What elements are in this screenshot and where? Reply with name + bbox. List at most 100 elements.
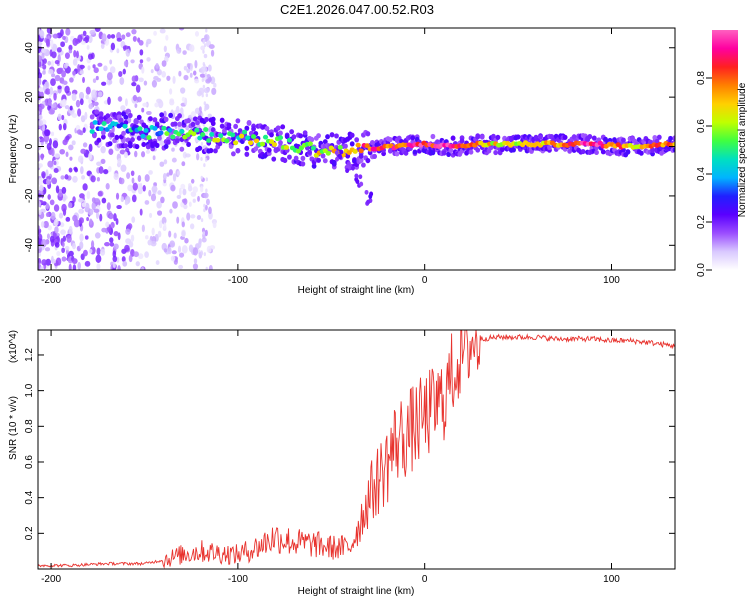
noise-point: [211, 87, 217, 96]
noise-point: [156, 77, 162, 82]
noise-point: [131, 177, 135, 184]
noise-point: [81, 175, 86, 180]
ridge-halo: [298, 133, 304, 139]
noise-point: [181, 230, 186, 238]
noise-point: [71, 93, 77, 102]
ridge-point: [143, 128, 149, 133]
noise-point: [119, 149, 126, 155]
noise-point: [82, 142, 88, 148]
noise-point: [75, 99, 81, 108]
noise-point: [58, 123, 62, 131]
noise-point: [203, 87, 210, 94]
ridge-halo: [275, 125, 281, 131]
noise-point: [206, 245, 212, 253]
noise-point: [169, 99, 175, 106]
ridge-point: [218, 133, 224, 139]
ridge-halo: [591, 135, 597, 141]
noise-point: [176, 194, 182, 199]
noise-point: [59, 222, 65, 228]
noise-point: [42, 70, 46, 75]
noise-point: [107, 166, 112, 173]
noise-point: [107, 34, 112, 40]
ridge-halo: [287, 154, 292, 160]
ridge-halo: [204, 116, 209, 123]
noise-point: [99, 213, 103, 222]
noise-point: [200, 45, 206, 51]
noise-point: [141, 224, 145, 233]
ridge-halo: [547, 144, 552, 151]
ridge-halo: [369, 139, 375, 146]
noise-point: [109, 66, 116, 74]
noise-point: [200, 156, 203, 161]
noise-point: [77, 155, 84, 163]
noise-point: [90, 175, 96, 183]
noise-point: [116, 48, 120, 54]
noise-point: [124, 98, 128, 107]
noise-point: [61, 241, 65, 248]
noise-point: [203, 208, 206, 213]
snr-line: [37, 329, 675, 570]
noise-point: [205, 28, 208, 33]
ridge-halo: [284, 133, 290, 140]
noise-point: [60, 175, 65, 180]
noise-point: [163, 222, 167, 230]
noise-point: [202, 231, 205, 236]
ridge-point: [161, 125, 167, 131]
noise-point: [113, 173, 119, 180]
noise-point: [144, 174, 150, 182]
noise-point: [65, 151, 69, 157]
noise-point: [137, 174, 142, 182]
noise-point: [60, 229, 66, 235]
spectrogram-x-ticks: -200 -100 0 100: [41, 28, 620, 286]
noise-point: [72, 70, 76, 76]
ridge-point: [271, 142, 278, 147]
noise-point: [38, 87, 44, 93]
noise-point: [134, 150, 138, 158]
noise-point: [57, 113, 62, 121]
noise-point: [46, 233, 50, 240]
noise-point: [131, 28, 137, 35]
noise-point: [95, 211, 100, 219]
noise-point: [181, 245, 188, 254]
noise-point: [97, 191, 103, 197]
ridge-point: [224, 138, 230, 144]
noise-point: [38, 77, 42, 86]
ridge-point: [259, 141, 266, 147]
ridge-halo: [343, 143, 348, 149]
ridge-halo: [499, 146, 505, 152]
noise-point: [170, 255, 176, 262]
noise-point: [43, 58, 47, 64]
noise-point: [61, 256, 67, 262]
noise-point: [119, 177, 125, 185]
ridge-halo: [289, 129, 295, 135]
noise-point: [58, 212, 64, 219]
noise-point: [91, 197, 96, 203]
spectrogram-y-ticks: -40 -20 0 20 40: [24, 42, 675, 253]
noise-point: [201, 112, 204, 117]
noise-point: [79, 64, 85, 69]
colorbar: 0.0 0.2 0.4 0.6 0.8 Normalized spectral ampl…: [696, 30, 748, 277]
x-tick-label: -200: [41, 574, 61, 585]
noise-point: [178, 187, 182, 196]
noise-point: [167, 246, 172, 255]
noise-point: [180, 87, 186, 94]
noise-point: [203, 192, 209, 199]
noise-point: [46, 178, 51, 186]
ridge-point: [167, 127, 173, 133]
noise-point: [133, 117, 139, 125]
noise-point: [41, 239, 47, 248]
noise-point: [116, 256, 120, 263]
noise-point: [213, 82, 217, 88]
noise-point: [141, 66, 145, 74]
ridge-halo: [121, 130, 126, 137]
noise-point: [165, 34, 169, 41]
noise-point: [183, 198, 188, 206]
noise-point: [156, 98, 162, 104]
ridge-halo: [349, 141, 355, 147]
colorbar-tick-label: 0.6: [696, 119, 707, 133]
ridge-halo: [251, 126, 256, 132]
y-tick-label: 40: [24, 42, 35, 54]
noise-point: [176, 170, 181, 176]
noise-point: [105, 183, 110, 190]
